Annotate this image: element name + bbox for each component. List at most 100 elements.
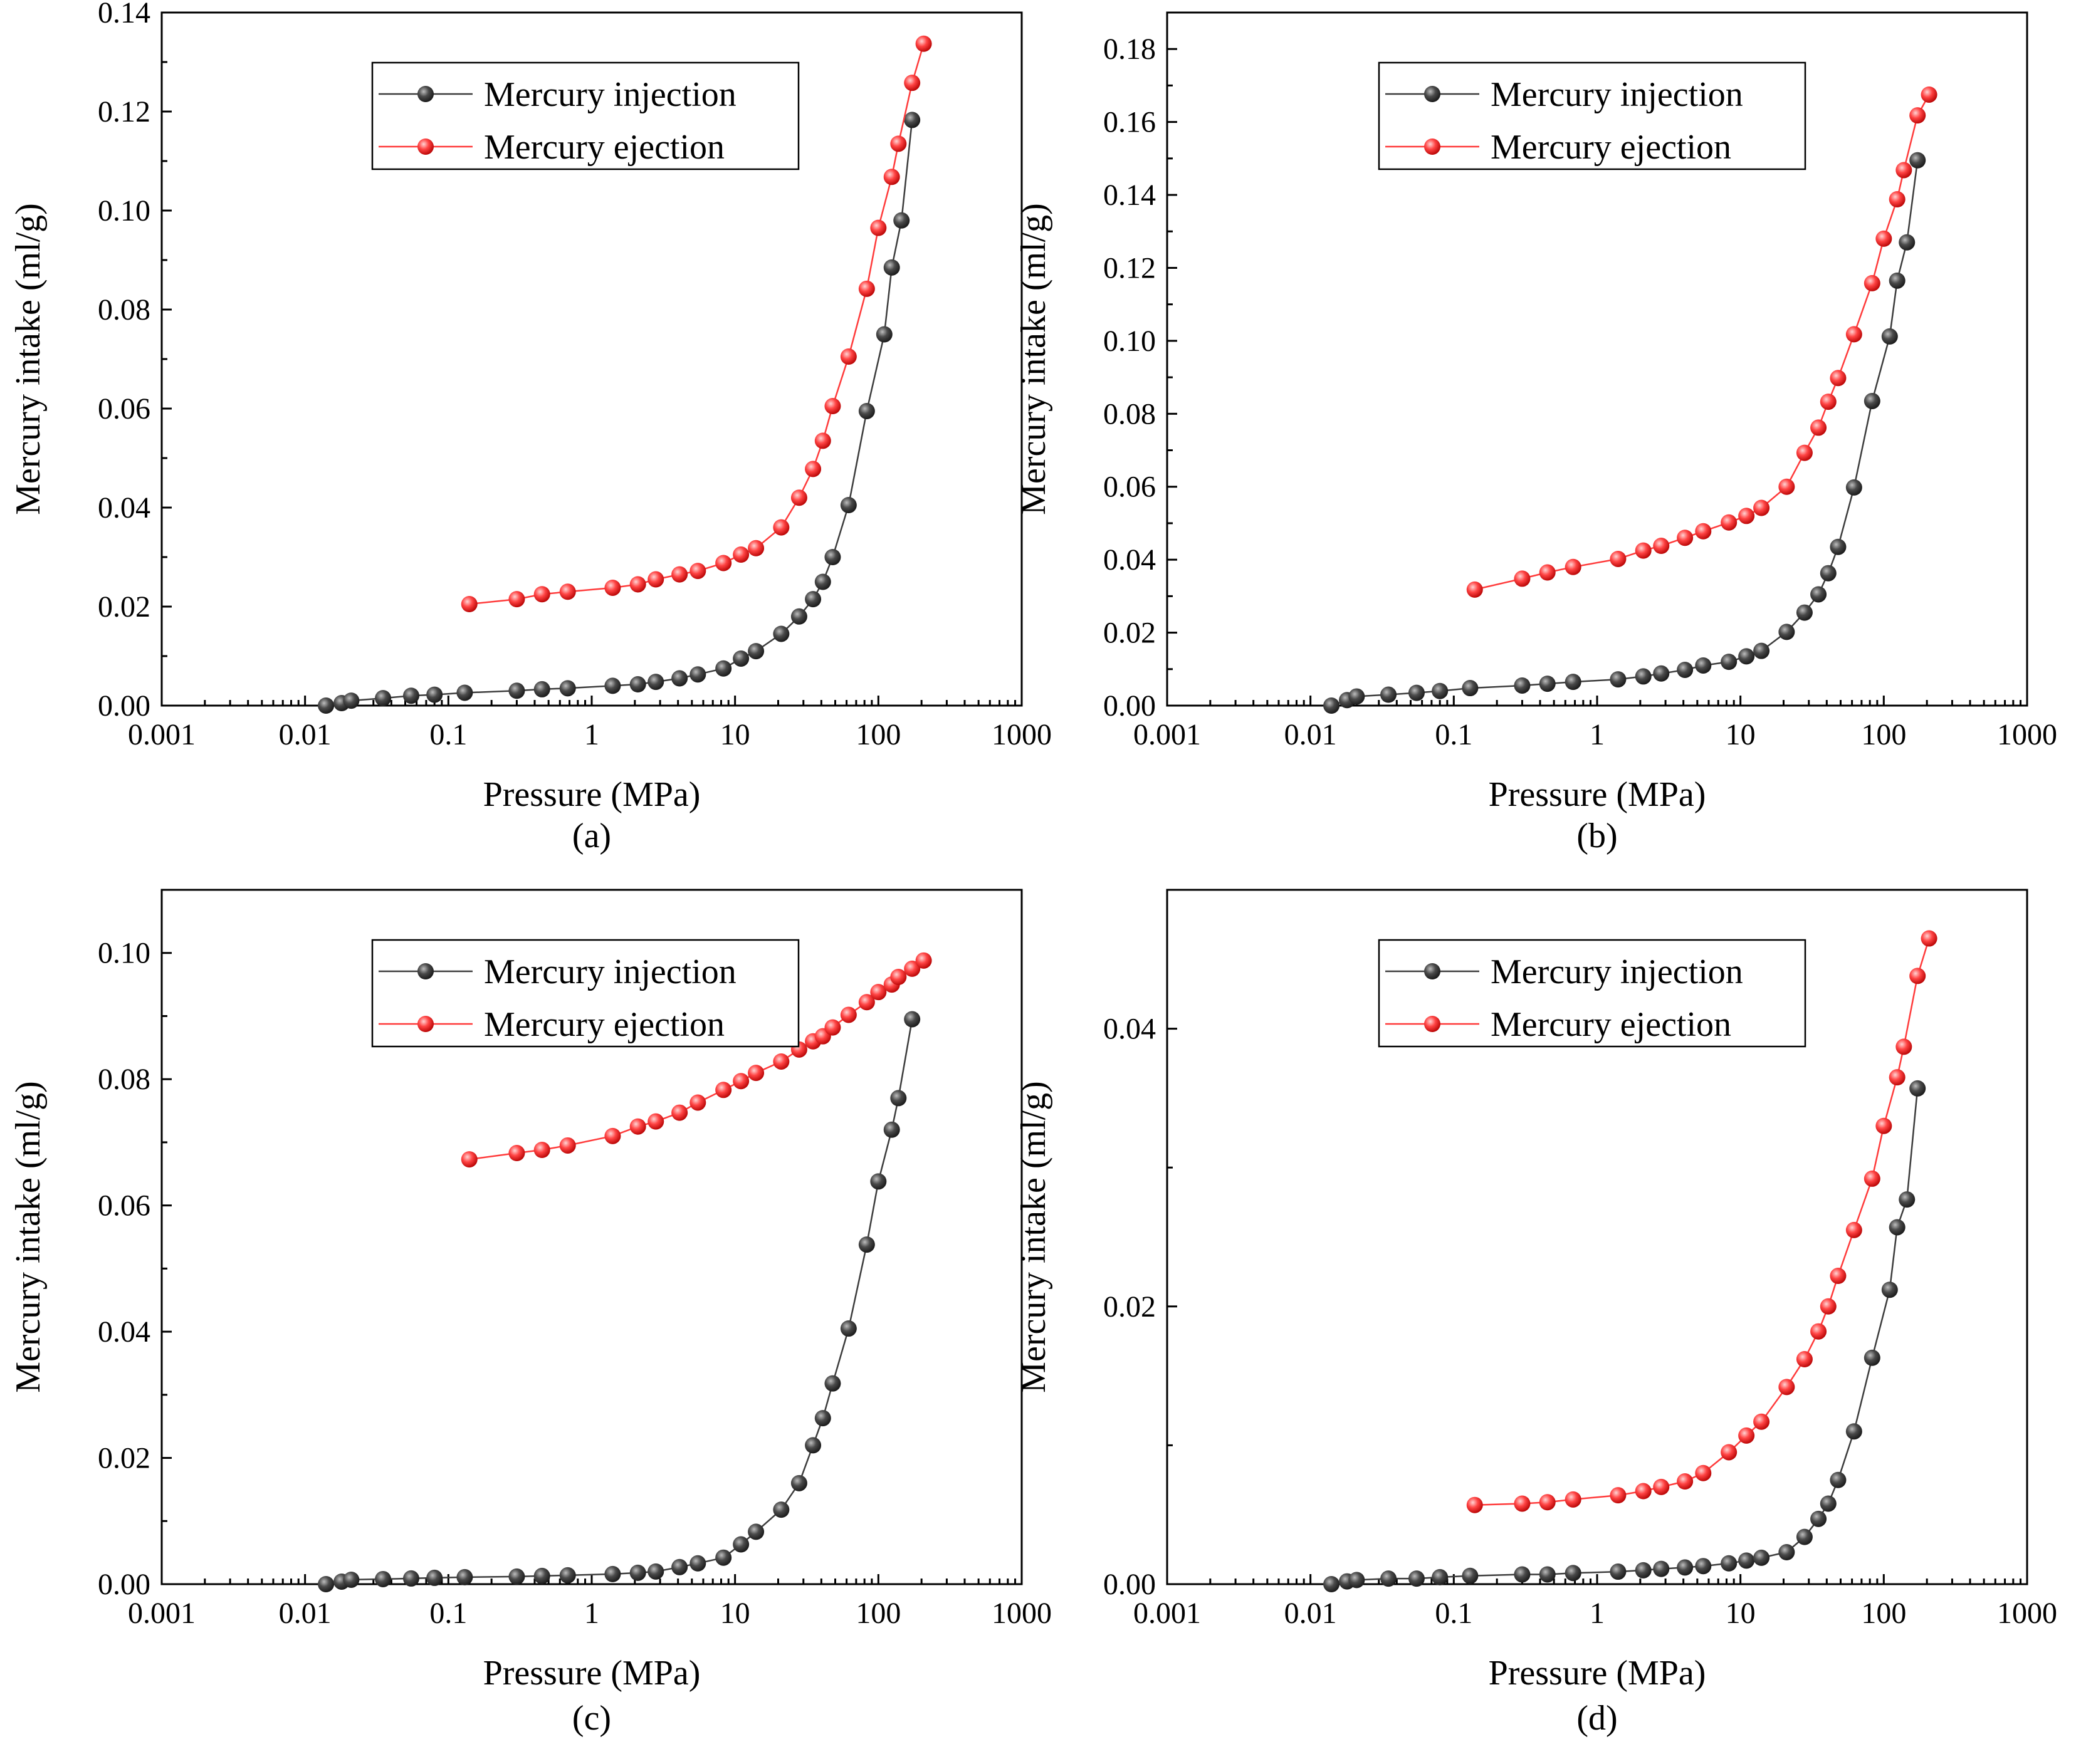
data-point	[824, 1375, 841, 1392]
data-point	[715, 1082, 732, 1099]
data-point	[1778, 624, 1795, 640]
legend	[1378, 939, 1806, 1048]
data-point	[858, 280, 875, 297]
data-point	[508, 1145, 525, 1162]
data-point	[1830, 370, 1847, 387]
data-point	[1635, 1483, 1652, 1500]
y-tick-label: 0.12	[98, 95, 150, 128]
legend-marker	[1424, 963, 1440, 979]
data-point	[1845, 1423, 1862, 1440]
data-point	[559, 1567, 576, 1584]
data-point	[461, 596, 478, 613]
y-tick-label: 0.10	[1103, 325, 1156, 358]
data-point	[671, 566, 688, 583]
data-point	[1899, 234, 1916, 251]
data-point	[689, 563, 706, 580]
data-point	[1653, 538, 1670, 555]
data-point	[824, 1019, 841, 1036]
y-tick-label: 0.10	[98, 937, 150, 970]
x-tick-label: 100	[856, 1597, 901, 1630]
data-point	[1323, 1576, 1340, 1592]
data-point	[870, 984, 887, 1001]
data-point	[375, 1570, 392, 1587]
data-point	[1889, 272, 1906, 289]
data-point	[876, 326, 893, 343]
data-point	[1864, 274, 1880, 291]
data-point	[1909, 1080, 1926, 1097]
data-point	[1921, 930, 1937, 947]
data-point	[883, 259, 900, 276]
data-point	[904, 112, 921, 128]
data-point	[1845, 1221, 1862, 1238]
data-point	[1895, 162, 1912, 179]
x-tick-label: 1	[1590, 718, 1605, 751]
data-point	[671, 1558, 688, 1575]
y-tick-label: 0.10	[98, 194, 150, 227]
data-point	[915, 35, 932, 52]
x-tick-label: 0.01	[279, 1597, 332, 1630]
data-point	[1610, 1563, 1627, 1580]
data-point	[1738, 508, 1755, 525]
data-point	[733, 650, 750, 667]
data-point	[1539, 1566, 1556, 1583]
y-tick-label: 0.00	[98, 1568, 150, 1601]
data-point	[1796, 1528, 1813, 1545]
data-point	[1881, 328, 1898, 345]
data-point	[1864, 1349, 1880, 1366]
data-point	[1695, 1558, 1712, 1575]
data-point	[805, 461, 822, 478]
data-point	[858, 402, 875, 419]
data-point	[1610, 1487, 1627, 1504]
x-axis-title: Pressure (MPa)	[483, 1654, 701, 1693]
legend-label: Mercury injection	[1491, 75, 1743, 114]
y-axis-title: Mercury intake (ml/g)	[9, 1081, 48, 1393]
y-tick-label: 0.02	[98, 590, 150, 624]
data-point	[733, 546, 750, 563]
y-tick-label: 0.04	[98, 1315, 150, 1349]
data-point	[904, 960, 921, 977]
data-point	[1677, 1473, 1694, 1490]
data-point	[1796, 604, 1813, 621]
y-tick-label: 0.08	[98, 1063, 150, 1096]
data-point	[883, 169, 900, 185]
data-point	[904, 75, 921, 91]
data-point	[1565, 1491, 1581, 1508]
legend-marker	[417, 963, 434, 979]
data-point	[456, 1568, 473, 1585]
data-point	[533, 681, 550, 697]
data-point	[508, 1568, 525, 1585]
data-point	[1539, 564, 1556, 581]
data-point	[456, 684, 473, 701]
data-point	[715, 660, 732, 677]
data-point	[790, 489, 807, 506]
data-point	[773, 1501, 790, 1518]
data-point	[790, 1474, 807, 1491]
data-point	[629, 1564, 646, 1581]
data-point	[629, 676, 646, 693]
y-tick-label: 0.06	[1103, 471, 1156, 504]
x-tick-label: 100	[856, 718, 901, 751]
x-axis-title: Pressure (MPa)	[1489, 1654, 1706, 1693]
data-point	[814, 1410, 831, 1427]
data-point	[1677, 1559, 1694, 1576]
data-point	[1845, 479, 1862, 496]
data-point	[1810, 586, 1827, 603]
data-point	[748, 643, 765, 660]
data-point	[1721, 1444, 1738, 1461]
data-point	[893, 212, 910, 229]
data-point	[904, 1011, 921, 1028]
data-point	[604, 1565, 621, 1582]
data-point	[1462, 680, 1479, 697]
data-point	[1830, 1268, 1847, 1285]
data-point	[1899, 1191, 1916, 1208]
data-point	[1889, 1219, 1906, 1236]
data-point	[533, 1141, 550, 1158]
data-point	[1889, 191, 1906, 208]
data-point	[1514, 677, 1531, 694]
legend-label: Mercury injection	[1491, 952, 1743, 991]
data-point	[790, 608, 807, 625]
data-point	[1820, 1495, 1837, 1512]
data-point	[840, 348, 857, 365]
data-point	[604, 677, 621, 694]
data-point	[748, 1523, 765, 1540]
